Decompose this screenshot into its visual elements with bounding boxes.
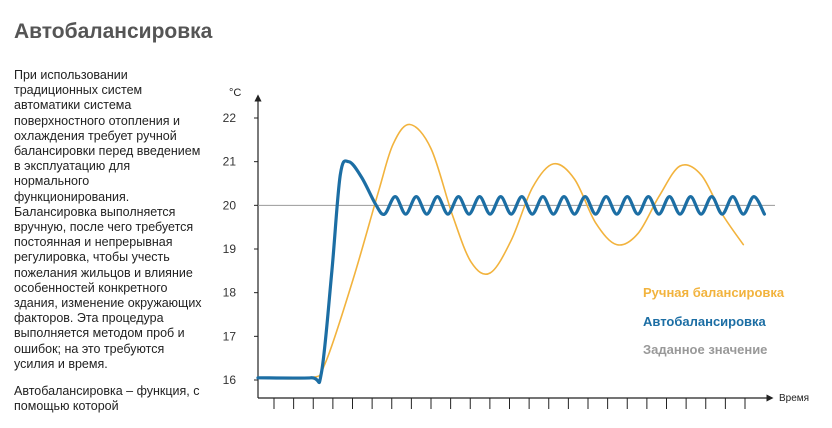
y-tick-label: 18 (223, 286, 237, 300)
description-column: При использовании традиционных систем ав… (14, 68, 204, 426)
series-line-manual (257, 123, 745, 380)
legend-label-auto: Автобалансировка (643, 314, 767, 329)
y-tick-label: 21 (223, 155, 237, 169)
page-title: Автобалансировка (14, 20, 213, 43)
y-tick-label: 17 (223, 329, 237, 343)
legend-label-setpoint: Заданное значение (643, 342, 767, 357)
x-axis-label: Время (779, 393, 809, 404)
description-paragraph-1: При использовании традиционных систем ав… (14, 68, 202, 371)
y-tick-label: 20 (223, 198, 237, 212)
y-tick-label: 19 (223, 242, 237, 256)
y-tick-label: 22 (223, 111, 237, 125)
plot-area: °C Время 16 17 18 19 20 21 22 Ручная балансировка… (223, 87, 809, 409)
y-tick-label: 16 (223, 373, 237, 387)
description-paragraph-2: Автобалансировка – функция, с помощью ко… (14, 384, 200, 414)
legend-label-manual: Ручная балансировка (643, 285, 785, 300)
y-axis-unit-label: °C (229, 87, 241, 99)
series-line-auto (256, 159, 766, 385)
